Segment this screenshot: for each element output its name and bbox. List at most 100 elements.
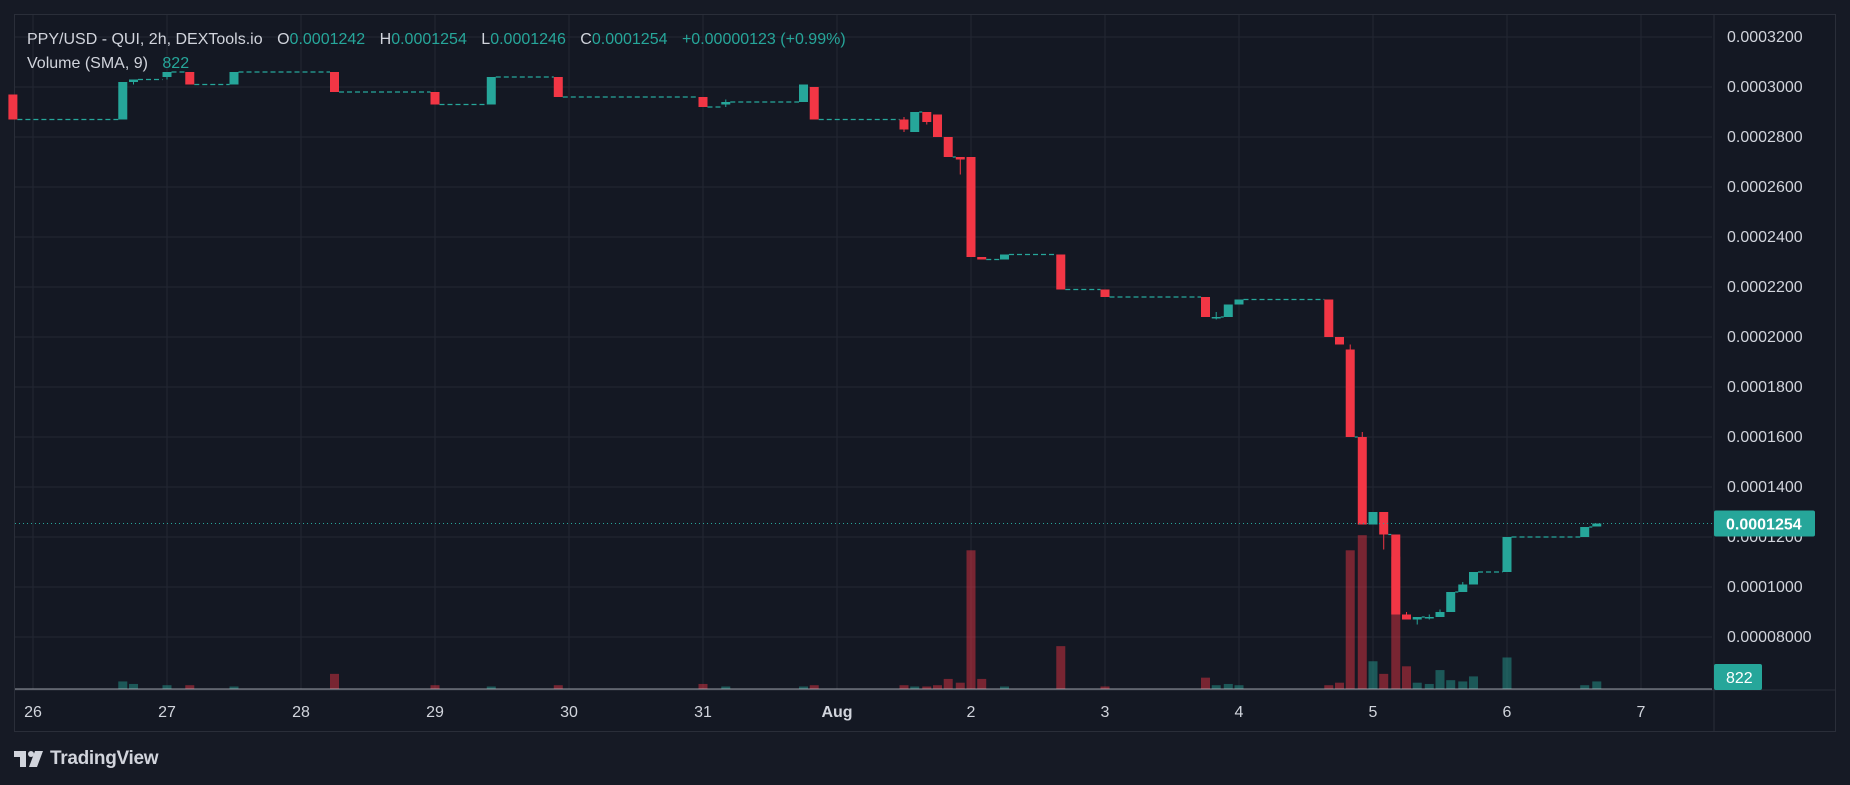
x-tick-label: 2 xyxy=(967,704,976,721)
volume-bar xyxy=(1580,685,1590,689)
candle-body xyxy=(118,82,128,120)
candle-body xyxy=(1324,299,1334,337)
y-tick-label: 0.0003200 xyxy=(1727,29,1803,46)
candle-body xyxy=(1056,254,1066,290)
volume-bar xyxy=(185,685,195,689)
candle-body xyxy=(910,112,920,132)
volume-bar xyxy=(1402,666,1411,689)
y-tick-label: 0.0001600 xyxy=(1727,429,1803,446)
volume-bar xyxy=(1391,556,1401,689)
volume-bar xyxy=(943,678,953,689)
y-tick-label: 0.0002800 xyxy=(1727,129,1803,146)
volume-value: 822 xyxy=(162,55,190,72)
candle-body xyxy=(486,77,496,105)
candle-body xyxy=(1223,304,1233,317)
change-value: +0.00000123 (+0.99%) xyxy=(681,31,846,48)
candle-body xyxy=(8,94,18,120)
candle-body xyxy=(129,79,138,82)
open-value: 0.0001242 xyxy=(289,31,366,48)
candle-body xyxy=(1100,289,1110,297)
x-tick-label: 26 xyxy=(24,704,42,721)
last-price-label: 0.0001254 xyxy=(1726,517,1802,534)
candle-body xyxy=(1234,299,1244,305)
y-tick-label: 0.0002000 xyxy=(1727,329,1803,346)
volume-bar xyxy=(229,686,239,689)
candle-body xyxy=(698,97,708,107)
candle-body xyxy=(162,72,172,77)
candle-body xyxy=(1357,437,1367,525)
ohlc-row: PPY/USD - QUI, 2h, DEXTools.io O0.000124… xyxy=(27,28,846,52)
candle-body xyxy=(955,157,965,160)
volume-bar xyxy=(933,685,942,689)
volume-bar xyxy=(1100,686,1110,689)
volume-bar xyxy=(1000,686,1009,689)
candle-body xyxy=(430,92,440,105)
volume-bar xyxy=(922,686,932,689)
high-value: 0.0001254 xyxy=(391,31,467,48)
candle-body xyxy=(229,72,239,85)
candle-body xyxy=(977,257,987,260)
x-tick-label: 7 xyxy=(1637,704,1646,721)
candle-body xyxy=(553,77,563,97)
candle-body xyxy=(1446,592,1456,612)
candle-body xyxy=(1580,527,1590,537)
volume-bar xyxy=(486,686,496,689)
candle-body xyxy=(1435,612,1445,617)
candle-body xyxy=(1211,317,1221,319)
last-volume-badge xyxy=(1714,664,1762,690)
volume-bar xyxy=(698,683,708,689)
grid-lines xyxy=(15,15,1712,689)
low-value: 0.0001246 xyxy=(490,31,566,48)
y-tick-label: 0.0003000 xyxy=(1727,79,1803,96)
candle-body xyxy=(809,87,819,120)
candle-body xyxy=(1345,349,1355,437)
volume-bar xyxy=(1502,657,1512,689)
y-tick-label: 0.0002400 xyxy=(1727,229,1803,246)
candle-body xyxy=(1335,337,1344,345)
volume-bar xyxy=(799,686,808,689)
volume-bar xyxy=(1211,685,1221,689)
x-tick-label: 3 xyxy=(1101,704,1110,721)
volume-bar xyxy=(430,685,440,689)
candle-body xyxy=(1402,614,1411,620)
volume-bar xyxy=(1223,683,1233,689)
chart-legend: PPY/USD - QUI, 2h, DEXTools.io O0.000124… xyxy=(27,28,846,76)
volume-bar xyxy=(1357,535,1367,689)
volume-bar xyxy=(330,673,339,689)
tradingview-logo-icon xyxy=(14,751,43,767)
candle-body xyxy=(943,137,953,157)
high-label: H xyxy=(379,31,392,48)
candle-body xyxy=(330,72,339,92)
candle-body xyxy=(966,157,976,257)
candle-body xyxy=(922,112,932,122)
volume-bar xyxy=(955,682,965,689)
candle-body xyxy=(1201,297,1210,317)
volume-bar xyxy=(118,681,128,689)
close-value: 0.0001254 xyxy=(591,31,668,48)
brand-footer[interactable]: TradingView xyxy=(14,745,159,773)
volume-bar xyxy=(1345,550,1355,689)
volume-bar xyxy=(910,686,920,689)
x-tick-label: Aug xyxy=(821,704,852,721)
y-tick-label: 0.0001000 xyxy=(1727,579,1803,596)
x-tick-label: 29 xyxy=(426,704,444,721)
candle-body xyxy=(1592,523,1602,527)
volume-bar xyxy=(1201,677,1210,689)
volume-bar xyxy=(1446,680,1456,689)
x-tick-label: 30 xyxy=(560,704,578,721)
candle-body xyxy=(1424,617,1434,619)
symbol-title: PPY/USD - QUI, 2h, DEXTools.io xyxy=(27,31,263,48)
candle-body xyxy=(799,84,808,102)
x-tick-label: 4 xyxy=(1235,704,1244,721)
y-tick-label: 0.00008000 xyxy=(1727,629,1812,646)
candle-body xyxy=(1502,537,1512,572)
candle-body xyxy=(1391,534,1401,615)
axes: 0.0003200 0.0003000 0.0002800 0.0002600 0.00… xyxy=(15,15,1835,732)
candle-body xyxy=(1412,617,1422,620)
x-tick-label: 28 xyxy=(292,704,310,721)
y-tick-label: 0.0001800 xyxy=(1727,379,1803,396)
volume-bar xyxy=(1412,682,1422,689)
candle-body xyxy=(933,114,942,137)
last-volume-label: 822 xyxy=(1726,670,1753,687)
